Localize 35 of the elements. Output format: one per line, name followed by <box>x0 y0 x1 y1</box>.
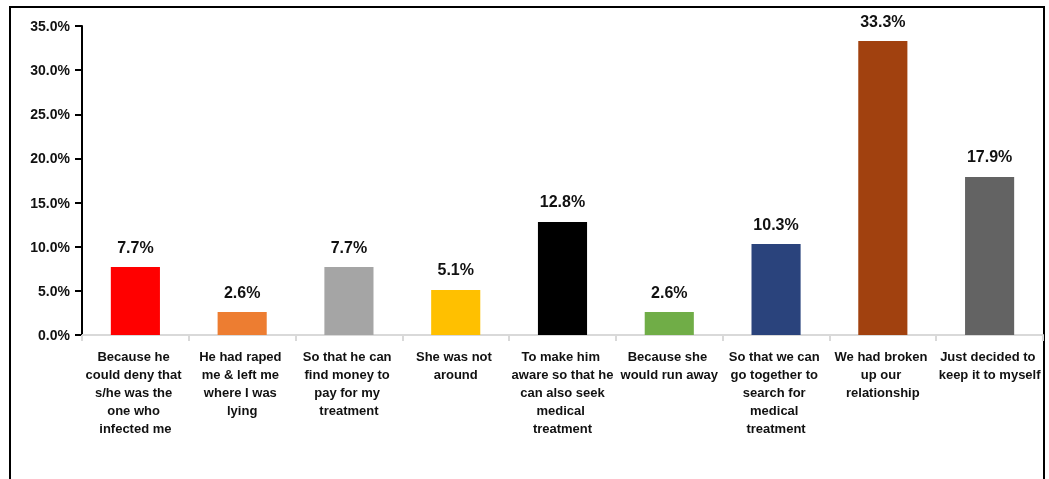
data-label: 7.7% <box>330 238 368 256</box>
y-tick-label: 0.0% <box>38 327 71 343</box>
x-tick-label: So that we can go together to search for medical treatment <box>728 348 824 436</box>
bar <box>644 312 694 335</box>
data-label: 12.8% <box>539 193 586 211</box>
y-tick-label: 10.0% <box>30 238 71 255</box>
bar <box>751 244 801 335</box>
x-tick-label: He had raped me & left me where I was lying <box>199 348 286 418</box>
y-tick-label: 5.0% <box>38 282 71 299</box>
bar <box>965 176 1015 335</box>
y-tick-label: 30.0% <box>30 62 71 79</box>
data-label: 17.9% <box>966 148 1013 166</box>
bar <box>431 289 481 335</box>
y-tick-label: 35.0% <box>30 18 71 34</box>
data-label: 10.3% <box>753 215 799 233</box>
x-tick-label: She was not around <box>415 348 496 382</box>
x-tick-label: Because she would run away <box>619 348 719 382</box>
bar <box>537 221 588 335</box>
bar <box>858 41 908 335</box>
y-tick-label: 20.0% <box>30 150 71 167</box>
data-label: 2.6% <box>223 283 261 301</box>
y-tick-label: 25.0% <box>30 106 71 123</box>
bar <box>217 312 267 335</box>
x-tick-label: We had broken up our relationship <box>834 348 932 400</box>
data-label: 33.3% <box>860 12 906 30</box>
bar <box>110 267 160 335</box>
data-label: 5.1% <box>437 261 474 279</box>
data-label: 7.7% <box>117 238 154 256</box>
bar <box>324 267 374 335</box>
data-label: 2.6% <box>651 283 688 301</box>
x-tick-label: So that he can find money to pay for my treatment <box>302 348 396 418</box>
x-tick-label: Just decided to keep it to myself <box>938 348 1042 382</box>
x-tick-label: Because he could deny that s/he was the one who infected me <box>85 348 186 436</box>
y-tick-label: 15.0% <box>30 194 71 211</box>
x-tick-label: To make him aware so that he can also seek medical treatment <box>511 348 614 436</box>
